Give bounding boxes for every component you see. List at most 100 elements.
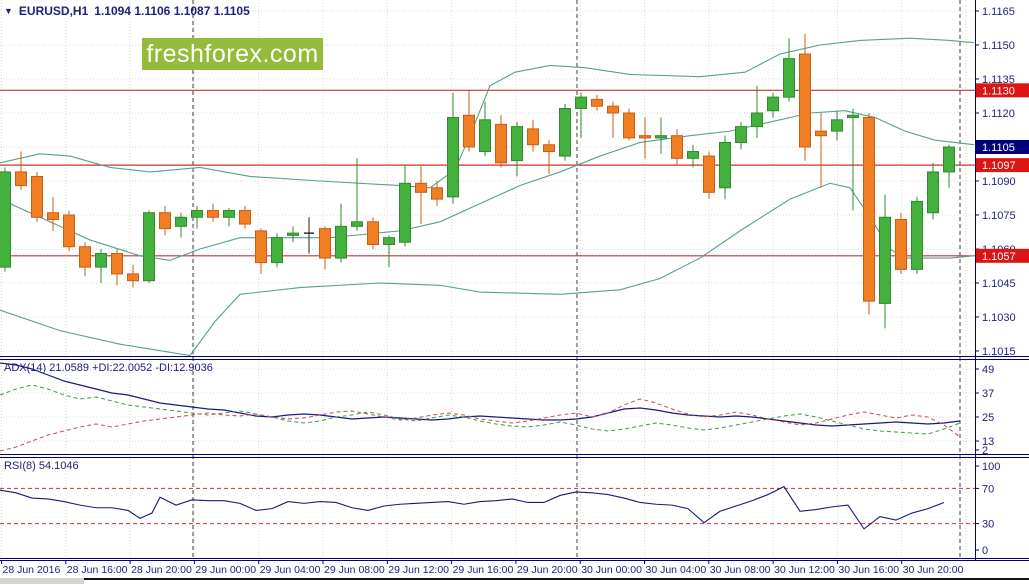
symbol-period-label: EURUSD,H1	[18, 4, 89, 18]
indicator-axes: 49 37 25 132 100 70 30 0	[982, 364, 1000, 557]
rsi-pane	[0, 485, 975, 530]
candle	[735, 122, 747, 150]
horizontal-scrollbar	[0, 578, 1029, 584]
candle-body	[943, 146, 955, 173]
price-badge-label: 1.1130	[982, 85, 1015, 97]
candle	[543, 140, 555, 175]
candle	[255, 228, 267, 274]
price-badge: 1.1097	[976, 158, 1029, 173]
candle	[319, 226, 331, 270]
candle-body	[783, 58, 795, 98]
time-axis-label: 30 Jun 12:00	[774, 564, 835, 576]
candle-body	[703, 155, 715, 193]
candle	[527, 119, 539, 152]
rsi-axis-label: 100	[982, 461, 1000, 473]
time-axis-label: 28 Jun 16:00	[67, 564, 128, 576]
candle-body	[511, 126, 523, 162]
price-badge-label: 1.1097	[982, 160, 1016, 172]
time-axis-label: 30 Jun 16:00	[838, 564, 899, 576]
rsi-axis-label: 0	[982, 545, 988, 557]
time-axis-label: 29 Jun 20:00	[517, 564, 578, 576]
time-axis-label: 30 Jun 00:00	[581, 564, 642, 576]
time-axis-label: 30 Jun 04:00	[646, 564, 707, 576]
candle-body	[191, 209, 203, 218]
candle	[639, 117, 651, 159]
candle-body	[495, 123, 507, 164]
candle-body	[847, 114, 859, 119]
candle	[223, 208, 235, 227]
symbol-dropdown-icon[interactable]: ▼	[4, 6, 13, 16]
candle-body	[271, 237, 283, 264]
candle-body	[911, 200, 923, 270]
candle	[479, 101, 491, 157]
adx-plus-di-line	[0, 384, 961, 435]
candle-body	[127, 273, 139, 282]
candle-body	[799, 53, 811, 148]
candle	[607, 101, 619, 138]
candle-body	[287, 232, 299, 236]
candle	[591, 94, 603, 111]
time-axis-label: 30 Jun 08:00	[710, 564, 771, 576]
scrollbar-thumb[interactable]	[0, 578, 84, 584]
candles	[0, 33, 955, 329]
candle-body	[79, 246, 91, 268]
adx-indicator-label: ADX(14) 21.0589 +DI:22.0052 -DI:12.9036	[4, 362, 213, 374]
price-badge: 1.1130	[976, 83, 1029, 98]
candle	[559, 103, 571, 161]
candle	[415, 165, 427, 225]
candle	[399, 165, 411, 247]
candle	[0, 167, 11, 272]
bollinger-upper-band	[0, 37, 975, 189]
candle	[831, 110, 843, 141]
candle-body	[671, 135, 683, 159]
candle	[287, 226, 299, 243]
candle	[799, 33, 811, 161]
candle-body	[95, 253, 107, 268]
bollinger-lower-band	[0, 182, 975, 357]
pane-borders	[0, 0, 1029, 561]
candle	[783, 38, 795, 102]
candle	[143, 210, 155, 283]
candle	[495, 115, 507, 168]
candle	[95, 249, 107, 283]
candle-body	[255, 230, 267, 264]
candle	[655, 117, 667, 154]
candle	[367, 217, 379, 249]
time-axis-label: 28 Jun 2016	[3, 564, 61, 576]
time-axis-label: 30 Jun 20:00	[903, 564, 964, 576]
candle-body	[159, 212, 171, 230]
candle-body	[623, 112, 635, 139]
chart-title: ▼ EURUSD,H1 1.1094 1.1106 1.1087 1.1105	[4, 4, 250, 18]
candle-body	[527, 128, 539, 146]
price-badge-label: 1.1057	[982, 251, 1016, 263]
rsi-axis-label: 70	[982, 483, 994, 495]
price-axis-label: 1.1075	[982, 210, 1016, 222]
candle	[751, 85, 763, 138]
price-axis-label: 1.1090	[982, 176, 1016, 188]
candle-body	[0, 171, 11, 268]
time-axis-label: 29 Jun 12:00	[388, 564, 449, 576]
adx-pane	[0, 362, 961, 452]
candle	[431, 181, 443, 206]
candle-body	[543, 144, 555, 153]
time-axis-label: 28 Jun 20:00	[131, 564, 192, 576]
candle-body	[639, 135, 651, 139]
price-badge: 1.1105	[976, 140, 1029, 154]
candle-body	[143, 212, 155, 282]
adx-axis-label: 37	[982, 388, 994, 400]
candle	[687, 144, 699, 168]
bollinger-bands	[0, 37, 975, 357]
candle-body	[207, 209, 219, 218]
candle	[207, 203, 219, 222]
candle	[927, 162, 939, 220]
price-badge-label: 1.1105	[982, 142, 1015, 154]
candle-body	[63, 214, 75, 248]
candle-body	[415, 182, 427, 193]
candle-body	[319, 228, 331, 259]
time-axis: 28 Jun 2016 28 Jun 16:00 28 Jun 20:00 29 Ju…	[1, 560, 964, 576]
candle-body	[15, 171, 27, 187]
candle	[79, 242, 91, 277]
candle	[127, 264, 139, 288]
